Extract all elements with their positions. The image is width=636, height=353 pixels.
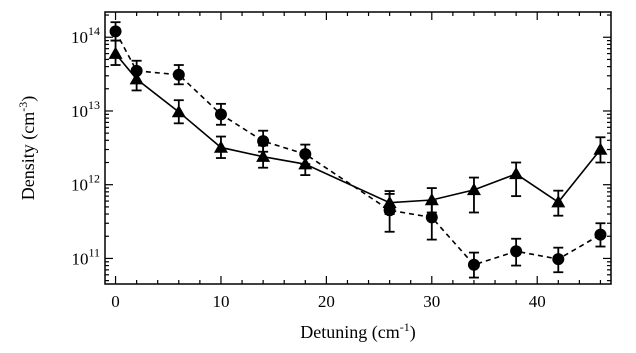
- x-axis-label-superscript: -1: [400, 320, 410, 334]
- data-point-triangle: [509, 166, 524, 180]
- x-tick-label: 40: [529, 292, 546, 311]
- data-point-triangle: [298, 157, 313, 170]
- x-tick-label: 20: [318, 292, 335, 311]
- y-tick-exponent: 11: [88, 245, 100, 259]
- series-triangle: [108, 39, 608, 217]
- data-point-triangle: [129, 72, 144, 85]
- data-point-circle: [510, 245, 523, 258]
- y-tick-exponent: 12: [88, 172, 100, 186]
- data-point-circle: [214, 108, 227, 121]
- y-tick-base: 10: [71, 176, 88, 195]
- series-line-solid: [114, 53, 602, 204]
- y-tick-label: 1014: [71, 24, 100, 47]
- data-point-triangle: [424, 193, 439, 206]
- y-tick-base: 10: [71, 28, 88, 47]
- data-point-triangle: [551, 195, 566, 208]
- data-point-triangle: [108, 46, 123, 59]
- y-axis-label-end: ): [18, 96, 39, 102]
- y-tick-label: 1013: [71, 98, 100, 121]
- data-point-circle: [172, 68, 185, 81]
- plot-frame: [104, 11, 612, 285]
- data-point-circle: [594, 228, 607, 241]
- y-tick-label: 1011: [71, 245, 100, 268]
- x-axis-label-end: ): [410, 322, 416, 343]
- y-axis-label-superscript: -3: [16, 102, 30, 112]
- x-tick-label: 0: [111, 292, 120, 311]
- data-point-triangle: [256, 149, 271, 162]
- y-tick-base: 10: [71, 249, 88, 268]
- y-tick-label: 1012: [71, 172, 100, 195]
- x-axis-label: Detuning (cm-1): [300, 320, 415, 343]
- y-axis-label: Density (cm-3): [16, 96, 39, 200]
- data-point-triangle: [466, 182, 481, 196]
- data-point-circle: [552, 253, 565, 266]
- y-axis-label-main: Density (cm: [18, 112, 39, 200]
- series-circle: [109, 21, 607, 279]
- x-axis-label-main: Detuning (cm: [300, 322, 399, 343]
- y-tick-exponent: 13: [88, 98, 100, 112]
- data-point-circle: [257, 135, 270, 148]
- data-point-circle: [109, 25, 122, 38]
- x-tick-label: 10: [212, 292, 229, 311]
- x-tick-label: 30: [423, 292, 440, 311]
- data-point-triangle: [593, 142, 608, 155]
- data-point-circle: [467, 258, 480, 271]
- data-point-triangle: [213, 140, 228, 153]
- series-layer: [108, 21, 608, 279]
- data-point-circle: [425, 211, 438, 224]
- data-point-triangle: [171, 104, 186, 118]
- y-tick-base: 10: [71, 102, 88, 121]
- series-line-dashed: [114, 31, 601, 266]
- data-point-triangle: [382, 195, 397, 208]
- y-tick-exponent: 14: [88, 24, 100, 38]
